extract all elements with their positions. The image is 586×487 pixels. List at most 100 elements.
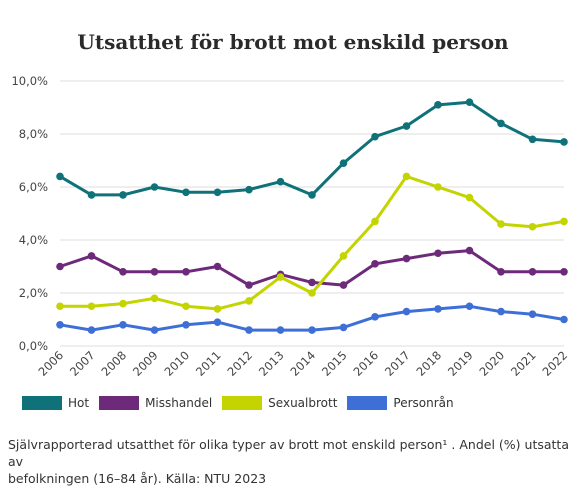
x-tick-label: 2021 bbox=[508, 348, 539, 379]
chart-caption: Självrapporterad utsatthet för olika typ… bbox=[8, 436, 578, 487]
data-point bbox=[497, 307, 505, 316]
data-point bbox=[560, 217, 568, 226]
x-tick-label: 2018 bbox=[414, 348, 445, 379]
legend-label-sexualbrott: Sexualbrott bbox=[268, 396, 338, 410]
legend-item-personran[interactable]: Personrån bbox=[347, 396, 454, 410]
data-point bbox=[371, 132, 379, 141]
legend-label-personran: Personrån bbox=[393, 396, 454, 410]
data-point bbox=[528, 135, 537, 144]
data-point bbox=[528, 268, 537, 276]
legend: Hot Misshandel Sexualbrott Personrån bbox=[22, 396, 464, 410]
data-point bbox=[245, 281, 253, 289]
caption-line-1: Självrapporterad utsatthet för olika typ… bbox=[8, 437, 569, 469]
data-point bbox=[339, 323, 348, 332]
data-point bbox=[276, 177, 285, 186]
data-point bbox=[213, 188, 222, 197]
x-tick-label: 2014 bbox=[288, 348, 319, 379]
x-tick-label: 2019 bbox=[445, 348, 476, 379]
data-point bbox=[308, 278, 316, 287]
x-tick-label: 2011 bbox=[193, 348, 224, 379]
data-point bbox=[339, 281, 348, 289]
data-point bbox=[560, 268, 568, 276]
y-tick-label: 8,0% bbox=[19, 127, 48, 141]
data-point bbox=[182, 302, 190, 311]
data-point bbox=[497, 268, 505, 276]
legend-item-hot[interactable]: Hot bbox=[22, 396, 89, 410]
data-point bbox=[119, 191, 127, 199]
data-point bbox=[434, 249, 442, 258]
data-point bbox=[560, 315, 568, 324]
data-point bbox=[56, 321, 64, 329]
data-point bbox=[87, 191, 96, 199]
data-point bbox=[150, 294, 159, 303]
legend-swatch-sexualbrott bbox=[222, 396, 263, 410]
x-tick-label: 2009 bbox=[130, 348, 161, 379]
data-point bbox=[245, 326, 253, 334]
data-point bbox=[182, 268, 190, 276]
y-tick-label: 2,0% bbox=[19, 286, 48, 300]
data-point bbox=[339, 159, 348, 167]
x-tick-label: 2008 bbox=[99, 348, 130, 379]
x-tick-label: 2020 bbox=[477, 348, 508, 379]
data-point bbox=[213, 305, 222, 313]
x-tick-label: 2012 bbox=[225, 348, 256, 379]
x-tick-label: 2007 bbox=[67, 348, 98, 379]
data-point bbox=[371, 260, 379, 268]
legend-item-sexualbrott[interactable]: Sexualbrott bbox=[222, 396, 337, 410]
x-tick-label: 2022 bbox=[540, 348, 571, 379]
data-point bbox=[308, 191, 316, 199]
data-point bbox=[119, 299, 127, 308]
data-point bbox=[150, 326, 159, 334]
y-tick-label: 6,0% bbox=[19, 180, 48, 194]
data-point bbox=[213, 318, 222, 326]
data-point bbox=[56, 262, 64, 271]
data-point bbox=[308, 289, 316, 297]
data-point bbox=[150, 183, 159, 191]
data-point bbox=[402, 172, 411, 181]
data-point bbox=[182, 188, 190, 197]
legend-item-misshandel[interactable]: Misshandel bbox=[99, 396, 212, 410]
series-line-hot bbox=[59, 100, 565, 197]
data-point bbox=[339, 252, 348, 260]
data-point bbox=[528, 222, 537, 231]
data-point bbox=[245, 297, 253, 305]
data-point bbox=[371, 313, 379, 321]
y-tick-label: 10,0% bbox=[11, 74, 48, 88]
x-tick-label: 2017 bbox=[382, 348, 413, 379]
y-tick-label: 0,0% bbox=[19, 339, 48, 353]
chart-title: Utsatthet för brott mot enskild person bbox=[77, 30, 509, 54]
data-point bbox=[213, 262, 222, 271]
data-point bbox=[402, 122, 411, 130]
data-point bbox=[465, 246, 474, 255]
data-point bbox=[402, 307, 411, 316]
line-chart: 0,0%2,0%4,0%6,0%8,0%10,0%2006 2007 2008 200… bbox=[11, 74, 571, 379]
data-point bbox=[308, 326, 316, 334]
data-point bbox=[87, 302, 96, 311]
data-point bbox=[119, 268, 127, 276]
data-point bbox=[434, 101, 442, 109]
data-point bbox=[528, 310, 537, 319]
data-point bbox=[497, 220, 505, 228]
data-point bbox=[245, 185, 253, 194]
data-point bbox=[497, 119, 505, 128]
legend-swatch-personran bbox=[347, 396, 388, 410]
data-point bbox=[465, 193, 474, 202]
data-point bbox=[56, 172, 64, 181]
x-tick-label: 2013 bbox=[256, 348, 287, 379]
data-point bbox=[276, 273, 285, 281]
x-tick-label: 2010 bbox=[162, 348, 193, 379]
x-tick-label: 2016 bbox=[351, 348, 382, 379]
data-point bbox=[434, 305, 442, 313]
y-tick-label: 4,0% bbox=[19, 233, 48, 247]
legend-swatch-misshandel bbox=[99, 396, 140, 410]
data-point bbox=[119, 321, 127, 329]
data-point bbox=[87, 252, 96, 260]
data-point bbox=[434, 183, 442, 191]
legend-swatch-hot bbox=[22, 396, 62, 410]
data-point bbox=[150, 268, 159, 276]
data-point bbox=[465, 302, 474, 311]
legend-label-misshandel: Misshandel bbox=[145, 396, 213, 410]
data-point bbox=[465, 98, 474, 106]
data-point bbox=[402, 254, 411, 263]
data-point bbox=[56, 302, 64, 311]
